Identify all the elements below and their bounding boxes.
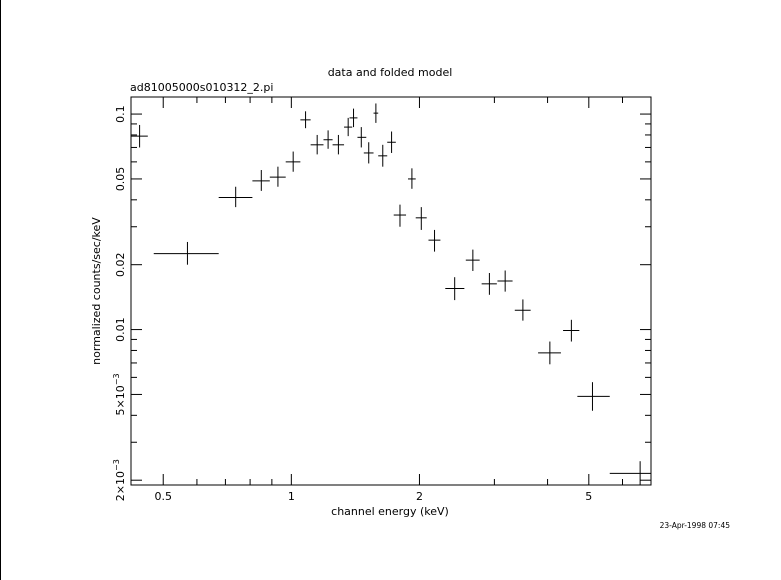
- data-point: [373, 103, 379, 123]
- x-axis-label: channel energy (keV): [331, 505, 449, 518]
- x-tick-label: 2: [416, 490, 423, 503]
- data-point: [408, 168, 416, 189]
- data-point: [393, 204, 407, 227]
- y-tick-label: 5×10−3: [112, 373, 127, 415]
- data-point: [465, 249, 480, 271]
- x-tick-label: 0.5: [154, 490, 172, 503]
- data-point: [481, 273, 497, 295]
- data-point: [153, 241, 219, 265]
- data-point: [538, 341, 561, 365]
- data-point: [363, 142, 374, 164]
- data-point: [387, 131, 396, 153]
- data-point: [497, 270, 513, 292]
- timestamp: 23-Apr-1998 07:45: [660, 521, 731, 530]
- data-point: [269, 166, 286, 187]
- plot-frame: [130, 96, 652, 486]
- left-border-line: [0, 0, 1, 580]
- data-point: [378, 144, 388, 167]
- data-point: [445, 277, 465, 301]
- data-point: [344, 117, 353, 137]
- x-tick-label: 5: [585, 490, 592, 503]
- y-axis-label: normalized counts/sec/keV: [90, 217, 103, 365]
- data-point: [415, 207, 427, 230]
- chart-subtitle: ad81005000s010312_2.pi: [130, 81, 273, 94]
- data-point: [323, 130, 333, 149]
- data-point: [252, 170, 270, 191]
- data-point: [609, 461, 651, 485]
- data-point: [357, 127, 367, 148]
- y-tick-label: 0.02: [114, 252, 127, 277]
- data-points: [131, 103, 651, 485]
- data-point: [577, 382, 610, 411]
- y-tick-label: 0.05: [114, 167, 127, 192]
- data-point: [332, 134, 345, 155]
- data-point: [131, 124, 148, 148]
- data-point: [428, 229, 441, 252]
- data-point: [300, 111, 311, 129]
- chart-title: data and folded model: [328, 66, 453, 79]
- axis-tick-labels: 0.5 1 2 5 0.1 0.05 0.02 0.01 5×10−3 2×10−3: [112, 105, 592, 503]
- data-point: [218, 186, 253, 208]
- data-point: [514, 299, 531, 321]
- axis-ticks: [131, 97, 652, 485]
- data-point: [310, 134, 324, 155]
- data-point: [563, 319, 580, 342]
- y-tick-label: 0.1: [114, 105, 127, 123]
- y-tick-label: 2×10−3: [112, 459, 127, 501]
- data-point: [349, 108, 358, 128]
- data-point: [285, 151, 301, 172]
- x-tick-label: 1: [288, 490, 295, 503]
- y-tick-label: 0.01: [114, 317, 127, 342]
